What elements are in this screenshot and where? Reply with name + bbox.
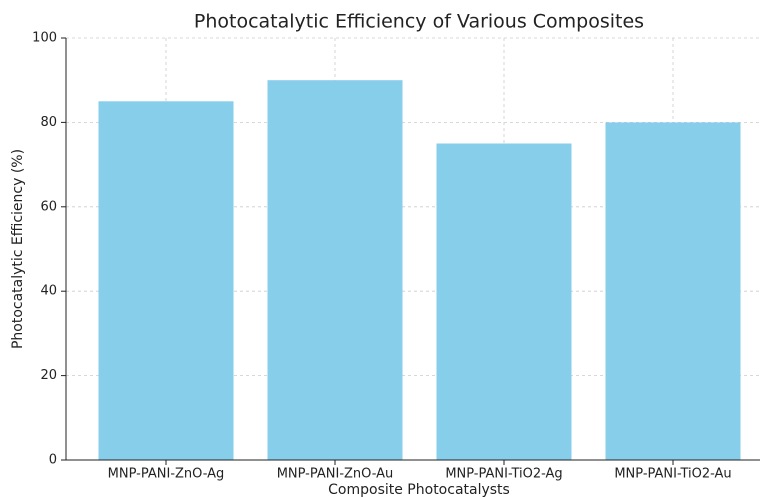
y-tick-label: 20 xyxy=(40,368,57,383)
chart-title: Photocatalytic Efficiency of Various Com… xyxy=(194,11,644,33)
x-tick-label: MNP-PANI-ZnO-Ag xyxy=(108,467,225,482)
x-tick-label: MNP-PANI-TiO2-Au xyxy=(614,467,731,482)
y-tick-label: 80 xyxy=(40,115,57,130)
y-tick-label: 100 xyxy=(32,31,57,46)
y-tick-label: 60 xyxy=(40,199,57,214)
y-tick-label: 0 xyxy=(49,453,57,468)
x-tick-label: MNP-PANI-ZnO-Au xyxy=(277,467,394,482)
bar xyxy=(436,143,572,460)
y-tick-label: 40 xyxy=(40,284,57,299)
bar xyxy=(267,80,403,460)
y-axis-label: Photocatalytic Efficiency (%) xyxy=(10,149,26,349)
x-tick-label: MNP-PANI-TiO2-Ag xyxy=(445,467,562,482)
bar xyxy=(98,101,234,461)
bar xyxy=(605,122,741,461)
x-axis-label: Composite Photocatalysts xyxy=(328,482,510,497)
